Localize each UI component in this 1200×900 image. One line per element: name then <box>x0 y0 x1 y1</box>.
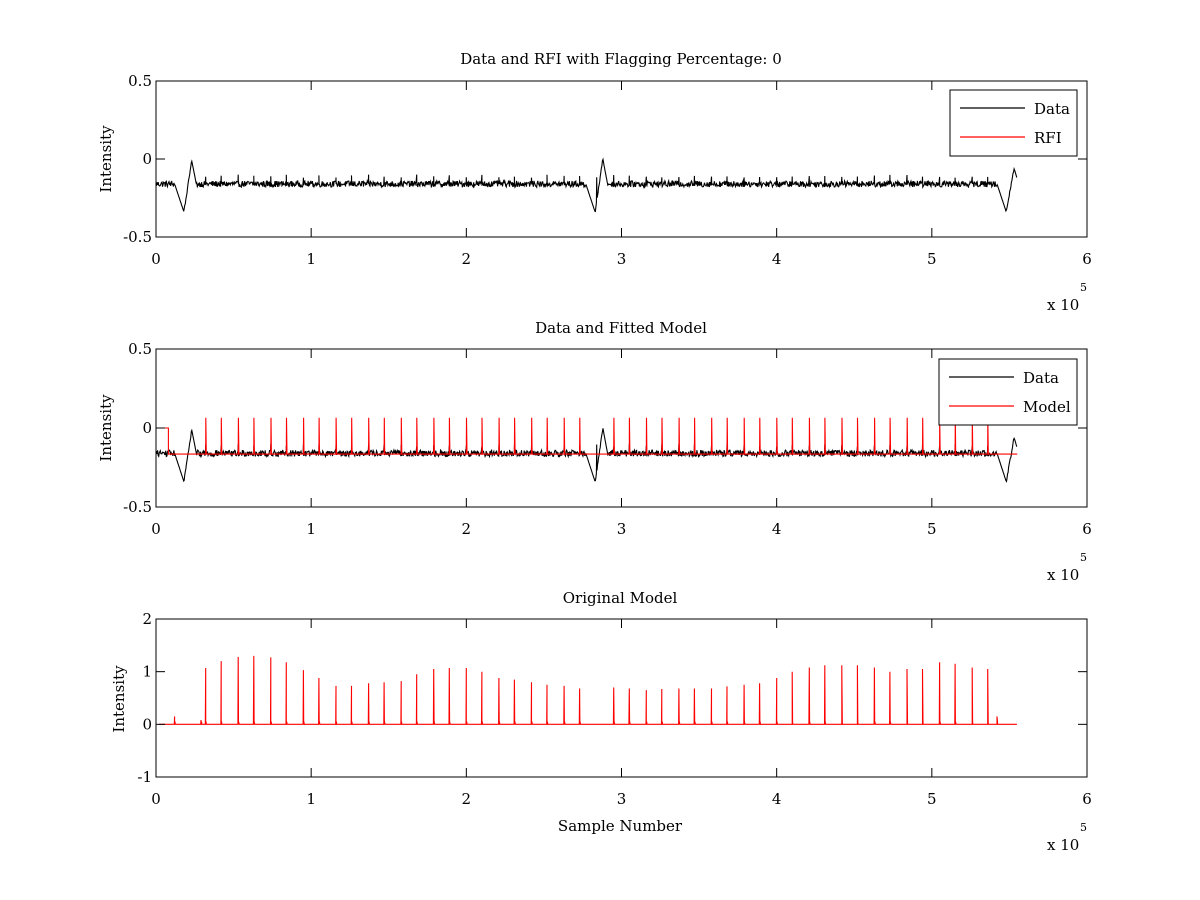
subplot-data-and-rfi: Data and RFI with Flagging Percentage: 0… <box>97 50 1092 314</box>
x-tick-label: 0 <box>151 520 161 538</box>
y-tick-label: 0.5 <box>128 340 152 358</box>
x-multiplier-exponent: 5 <box>1080 281 1087 294</box>
x-tick-label: 3 <box>617 250 627 268</box>
legend-box <box>949 89 1078 157</box>
subplot-title: Data and Fitted Model <box>535 319 707 337</box>
axis-ticks: 0 1 2 3 4 5 6 -1 0 1 2 <box>137 610 1091 808</box>
y-tick-label: -1 <box>137 768 152 786</box>
x-tick-label: 2 <box>462 250 472 268</box>
plot-area <box>159 655 1017 725</box>
y-axis-label: Intensity <box>97 125 115 193</box>
plot-area <box>155 417 1018 483</box>
axes-frame <box>155 80 1088 238</box>
legend: Data Model <box>938 358 1078 426</box>
x-tick-label: 6 <box>1082 250 1092 268</box>
y-tick-label: 1 <box>142 663 152 681</box>
x-tick-label: 2 <box>462 790 472 808</box>
series-line-data <box>155 428 1018 483</box>
x-tick-label: 1 <box>306 790 316 808</box>
axes-frame <box>155 348 1088 508</box>
x-tick-label: 4 <box>772 520 782 538</box>
y-tick-label: 0 <box>142 715 152 733</box>
x-tick-label: 1 <box>306 520 316 538</box>
x-tick-label: 5 <box>927 790 937 808</box>
series-line-original-model <box>159 655 1017 725</box>
y-tick-label: 0 <box>142 150 152 168</box>
subplot-title: Data and RFI with Flagging Percentage: 0 <box>460 50 782 68</box>
subplot-original-model: Original Model Intensity 0 1 2 3 4 5 6 -1 0 1 2 Sa… <box>110 589 1092 854</box>
x-tick-label: 6 <box>1082 520 1092 538</box>
plot-area <box>155 157 1018 213</box>
legend: Data RFI <box>949 89 1078 157</box>
x-multiplier-exponent: 5 <box>1080 551 1087 564</box>
x-multiplier-exponent: 5 <box>1080 821 1087 834</box>
series-line-data <box>155 157 1018 213</box>
x-tick-label: 4 <box>772 250 782 268</box>
legend-label: Data <box>1023 369 1059 387</box>
x-multiplier-base: x 10 <box>1047 296 1079 314</box>
x-tick-label: 5 <box>927 520 937 538</box>
y-tick-label: 0.5 <box>128 72 152 90</box>
x-tick-label: 3 <box>617 520 627 538</box>
x-multiplier-base: x 10 <box>1047 836 1079 854</box>
axes-frame <box>155 618 1088 778</box>
x-multiplier-base: x 10 <box>1047 566 1079 584</box>
x-tick-label: 3 <box>617 790 627 808</box>
x-tick-label: 2 <box>462 520 472 538</box>
y-tick-label: 0 <box>142 419 152 437</box>
x-tick-label: 0 <box>151 790 161 808</box>
subplot-title: Original Model <box>563 589 678 607</box>
subplot-data-and-fitted-model: Data and Fitted Model Intensity 0 1 2 3 4 5 6 -… <box>97 319 1092 584</box>
legend-label: RFI <box>1034 129 1062 147</box>
y-tick-label: 2 <box>142 610 152 628</box>
legend-box <box>938 358 1078 426</box>
y-tick-label: -0.5 <box>123 498 152 516</box>
x-tick-label: 1 <box>306 250 316 268</box>
y-axis-label: Intensity <box>110 665 128 733</box>
legend-label: Data <box>1034 100 1070 118</box>
x-tick-label: 6 <box>1082 790 1092 808</box>
y-tick-label: -0.5 <box>123 228 152 246</box>
x-tick-label: 0 <box>151 250 161 268</box>
x-tick-label: 4 <box>772 790 782 808</box>
x-tick-label: 5 <box>927 250 937 268</box>
series-line-model <box>156 417 1018 455</box>
y-axis-label: Intensity <box>97 394 115 462</box>
legend-label: Model <box>1023 398 1071 416</box>
x-axis-label: Sample Number <box>558 817 683 835</box>
